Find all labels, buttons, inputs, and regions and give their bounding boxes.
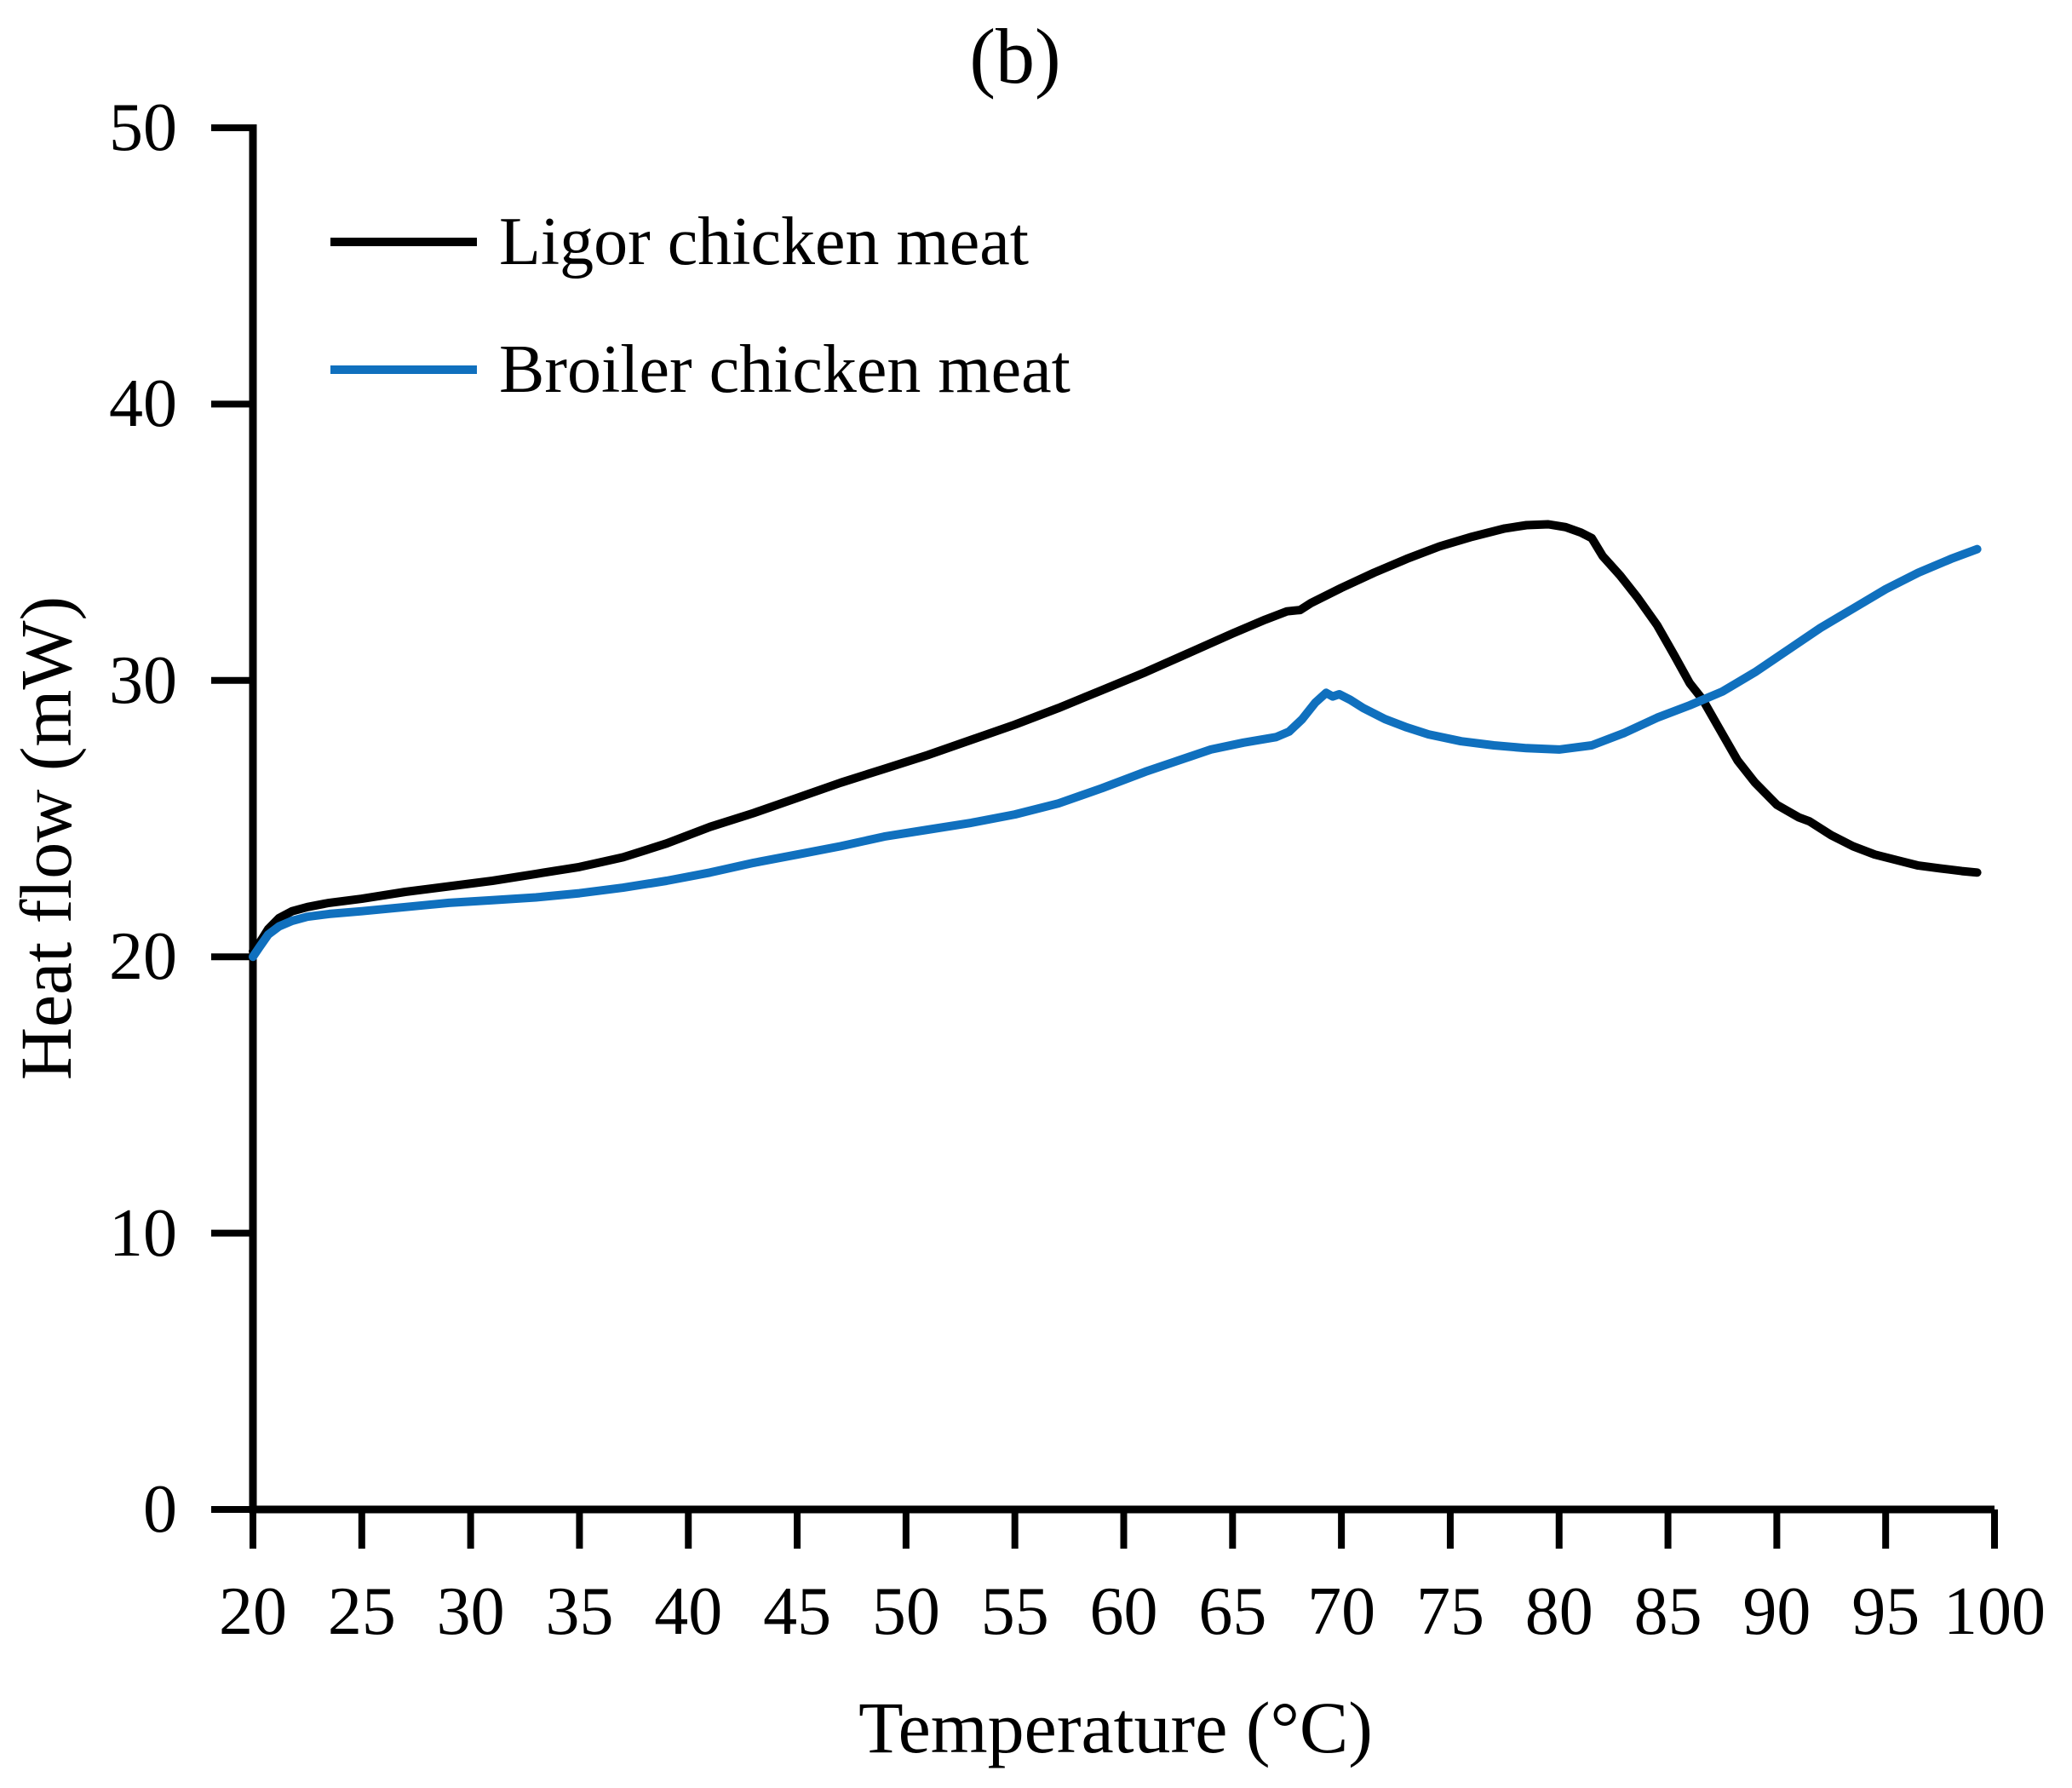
series-line-1 [249,544,1982,962]
y-tick-label-0: 0 [143,1472,177,1547]
x-tick-label-90: 90 [1742,1574,1811,1649]
x-tick-label-85: 85 [1633,1574,1702,1649]
x-tick-label-35: 35 [545,1574,614,1649]
x-tick-label-30: 30 [436,1574,505,1649]
legend: Ligor chicken meat Broiler chicken meat [330,194,1070,450]
legend-label: Ligor chicken meat [499,204,1029,279]
legend-item-ligor: Ligor chicken meat [330,194,1070,290]
y-tick-label-50: 50 [109,90,177,165]
x-axis-title: Temperature (°C) [858,1687,1373,1768]
y-tick-label-40: 40 [109,366,177,442]
legend-line-sample-blue [330,365,477,374]
x-tick-label-70: 70 [1307,1574,1376,1649]
x-tick-label-80: 80 [1524,1574,1593,1649]
y-tick-label-30: 30 [109,642,177,718]
x-tick-label-20: 20 [219,1574,287,1649]
x-tick-label-50: 50 [871,1574,940,1649]
chart-title: (b) [969,13,1061,100]
x-tick-label-45: 45 [763,1574,832,1649]
legend-item-broiler: Broiler chicken meat [330,322,1070,417]
x-tick-label-60: 60 [1089,1574,1158,1649]
series-line-0 [249,520,1982,956]
y-tick-label-20: 20 [109,919,177,995]
x-tick-label-40: 40 [654,1574,723,1649]
legend-line-sample-black [330,238,477,246]
x-tick-label-95: 95 [1851,1574,1920,1649]
legend-label: Broiler chicken meat [499,331,1070,407]
x-tick-label-55: 55 [980,1574,1049,1649]
x-tick-label-100: 100 [1943,1574,2046,1649]
y-tick-label-10: 10 [109,1195,177,1271]
x-tick-label-65: 65 [1198,1574,1267,1649]
x-tick-label-75: 75 [1415,1574,1484,1649]
x-tick-label-25: 25 [327,1574,396,1649]
